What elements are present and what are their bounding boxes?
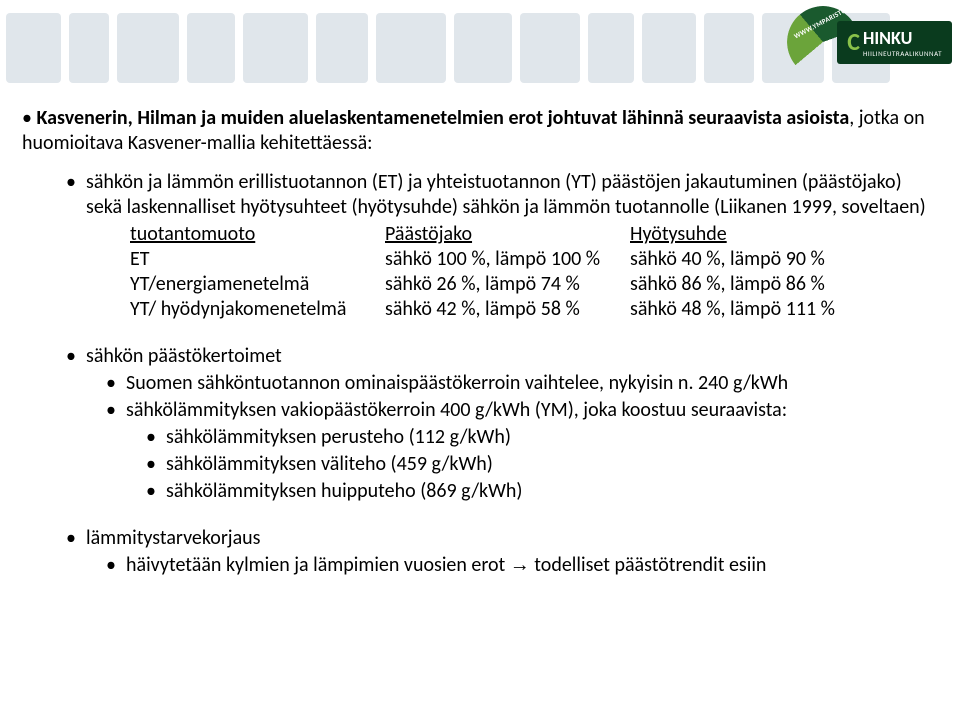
bullet-trends: häivytetään kylmien ja lämpimien vuosien…	[22, 553, 938, 578]
logo-letter-c: C	[847, 28, 860, 57]
logo-box: C HINKU HIILINEUTRAALIKUNNAT	[837, 21, 952, 64]
bullet-production-allocation: sähkön ja lämmön erillistuotannon (ET) j…	[22, 170, 938, 220]
logo-tagline: HIILINEUTRAALIKUNNAT	[863, 49, 942, 58]
table-row: YT/energiamenetelmä sähkö 26 %, lämpö 74…	[130, 272, 938, 297]
header-hyotysuhde: Hyötysuhde	[630, 222, 890, 247]
slide-content: • Kasvenerin, Hilman ja muiden aluelaske…	[22, 106, 938, 578]
bullet-mid-load: sähkölämmityksen väliteho (459 g/kWh)	[22, 452, 938, 477]
allocation-table: tuotantomuoto Päästöjako Hyötysuhde ET s…	[22, 222, 938, 322]
arrow-icon: →	[510, 554, 530, 576]
hinku-logo: WWW.YMPARISTO.FI C HINKU HIILINEUTRAALIK…	[787, 6, 952, 78]
bullet-emission-factors: sähkön päästökertoimet	[22, 344, 938, 369]
bullet-heating-correction: lämmitystarvekorjaus	[22, 526, 938, 551]
lead-bold: Kasvenerin, Hilman ja muiden aluelaskent…	[36, 106, 849, 130]
bullet-peak-load: sähkölämmityksen huipputeho (869 g/kWh)	[22, 479, 938, 504]
bullet-base-load: sähkölämmityksen perusteho (112 g/kWh)	[22, 425, 938, 450]
table-row: YT/ hyödynjakomenetelmä sähkö 42 %, lämp…	[130, 297, 938, 322]
table-row: ET sähkö 100 %, lämpö 100 % sähkö 40 %, …	[130, 247, 938, 272]
header-paastojako: Päästöjako	[385, 222, 630, 247]
lead-paragraph: • Kasvenerin, Hilman ja muiden aluelaske…	[22, 106, 938, 156]
logo-brand-text: HINKU	[863, 27, 912, 49]
header-tuotantomuoto: tuotantomuoto	[130, 222, 385, 247]
bullet-fixed-factor: sähkölämmityksen vakiopäästökerroin 400 …	[22, 398, 938, 423]
bullet-avg-factor: Suomen sähköntuotannon ominaispäästökerr…	[22, 371, 938, 396]
table-header-row: tuotantomuoto Päästöjako Hyötysuhde	[130, 222, 938, 247]
